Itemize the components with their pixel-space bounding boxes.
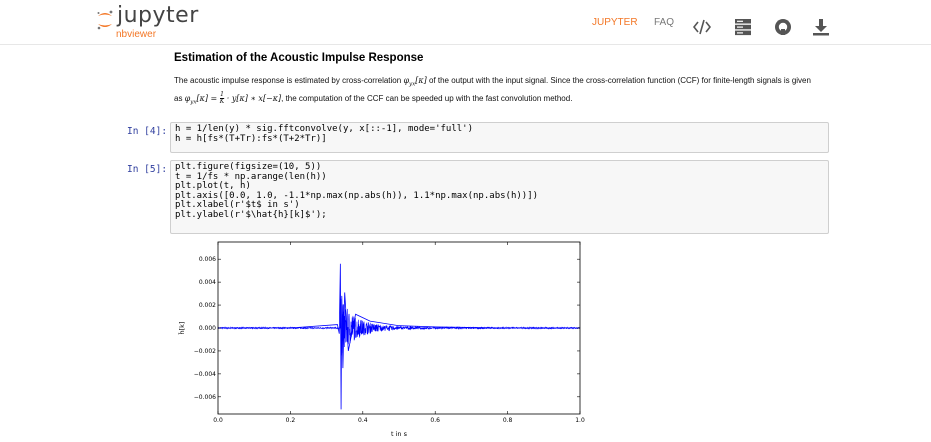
paragraph-text-2: of the output with the input signal. Sin… [174,76,811,103]
code-cell-source[interactable]: h = 1/len(y) * sig.fftconvolve(y, x[::-1… [175,124,474,144]
cell-prompt: In [4]: [127,126,168,137]
code-cell-source[interactable]: plt.figure(figsize=(10, 5)) t = 1/fs * n… [175,162,539,220]
y-tick-label: 0.004 [199,279,216,286]
paragraph-text-3: , the computation of the CCF can be spee… [281,93,573,103]
impulse-response-plot: 0.0 0.2 0.4 0.6 0.8 1.0 0.006 0.004 0.002 0.000 −0… [170,240,590,442]
math-phi: φyx[κ] [403,76,427,88]
code-cell[interactable]: plt.figure(figsize=(10, 5)) t = 1/fs * n… [170,160,829,234]
navbar: jupyter nbviewer JUPYTER FAQ [0,0,931,45]
x-tick-label: 0.4 [358,417,368,424]
x-tick-label: 0.2 [286,417,296,424]
jupyter-logo-icon [97,10,113,30]
x-tick-label: 0.0 [213,417,223,424]
section-heading: Estimation of the Acoustic Impulse Respo… [174,52,424,64]
y-axis-label: ĥ[k] [177,322,186,336]
logo-text: jupyter [117,3,199,28]
code-cell[interactable]: h = 1/len(y) * sig.fftconvolve(y, x[::-1… [170,122,829,153]
paragraph-text-1: The acoustic impulse response is estimat… [174,76,404,85]
y-tick-label: 0.002 [199,302,216,309]
download-icon[interactable] [812,18,830,36]
x-axis-label: t in s [391,430,408,438]
logo-subtitle: nbviewer [116,29,157,40]
description-paragraph: The acoustic impulse response is estimat… [174,74,814,109]
y-tick-label: −0.006 [194,394,216,401]
github-icon[interactable] [774,18,792,36]
x-tick-label: 1.0 [575,417,585,424]
y-tick-label: 0.006 [199,256,216,263]
x-tick-label: 0.6 [430,417,440,424]
signal-line [217,298,581,356]
signal-peaks [218,263,580,410]
y-tick-label: 0.000 [199,325,216,332]
cell-prompt: In [5]: [127,164,168,175]
server-icon[interactable] [734,18,752,36]
nav-link-faq[interactable]: FAQ [654,17,675,28]
plot-canvas: 0.0 0.2 0.4 0.6 0.8 1.0 0.006 0.004 0.002 0.000 −0… [177,241,585,438]
nav-link-jupyter[interactable]: JUPYTER [592,17,638,28]
code-icon[interactable] [693,18,711,36]
x-tick-label: 0.8 [503,417,513,424]
y-tick-label: −0.004 [194,371,216,378]
y-tick-label: −0.002 [194,348,216,355]
